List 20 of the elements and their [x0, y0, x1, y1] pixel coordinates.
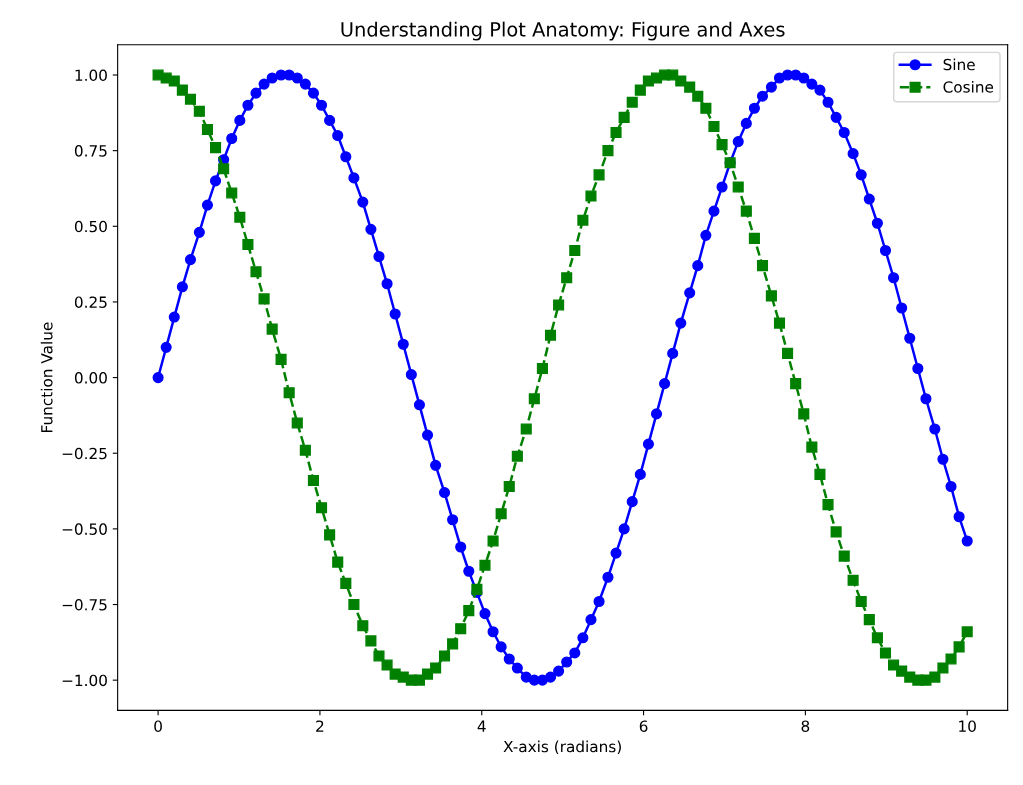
y-tick-label: −0.25: [62, 447, 107, 460]
legend-label: Cosine: [943, 80, 994, 93]
y-tick-label: −0.75: [62, 598, 107, 611]
y-tick-label: 0.25: [74, 296, 107, 308]
x-axis-title: X-axis (radians): [503, 740, 621, 755]
y-tick-label: 0.00: [74, 372, 107, 384]
y-tick-label: 0.75: [74, 145, 107, 157]
x-tick-label: 4: [477, 720, 486, 732]
y-axis-title: Function Value: [40, 322, 53, 432]
x-tick-label: 8: [801, 720, 810, 732]
x-tick-label: 0: [154, 720, 162, 732]
y-tick-label: 0.50: [74, 220, 107, 233]
legend-label: Sine: [943, 58, 975, 71]
x-tick-label: 6: [639, 720, 648, 732]
y-tick-label: −0.50: [62, 523, 107, 535]
chart-title: Understanding Plot Anatomy: Figure and Axes: [341, 21, 785, 41]
x-tick-label: 2: [316, 720, 324, 732]
x-tick-label: 10: [959, 720, 976, 732]
y-tick-label: −1.00: [62, 674, 107, 687]
y-tick-label: 1.00: [75, 69, 107, 82]
